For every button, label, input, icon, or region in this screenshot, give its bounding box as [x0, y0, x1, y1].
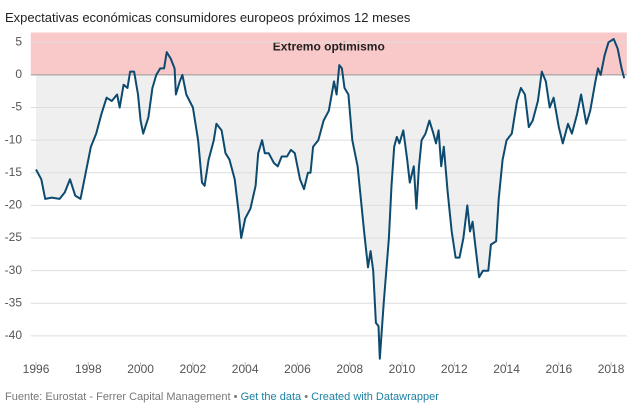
x-tick-label: 2008 — [336, 362, 363, 376]
y-tick-label: -40 — [5, 328, 23, 342]
y-tick-label: -20 — [5, 198, 23, 212]
y-tick-label: -25 — [5, 230, 23, 244]
y-tick-label: 0 — [15, 67, 22, 81]
x-tick-label: 2014 — [493, 362, 520, 376]
datawrapper-link[interactable]: Created with Datawrapper — [311, 391, 439, 403]
footer: Fuente: Eurostat - Ferrer Capital Manage… — [5, 391, 439, 403]
x-tick-label: 2002 — [180, 362, 207, 376]
chart-title: Expectativas económicas consumidores eur… — [5, 10, 411, 25]
x-tick-label: 2000 — [127, 362, 154, 376]
x-tick-label: 2016 — [545, 362, 572, 376]
y-tick-label: -5 — [11, 100, 22, 114]
separator: • — [233, 391, 238, 403]
line — [35, 38, 626, 360]
x-tick-label: 2006 — [284, 362, 311, 376]
separator: • — [304, 391, 309, 403]
x-tick-label: 2004 — [232, 362, 259, 376]
x-tick-label: 1996 — [23, 362, 50, 376]
area — [36, 39, 625, 359]
y-tick-label: 5 — [15, 34, 22, 48]
x-tick-label: 2012 — [441, 362, 468, 376]
y-tick-label: -10 — [5, 132, 23, 146]
y-tick-label: -30 — [5, 263, 23, 277]
x-tick-label: 1998 — [75, 362, 102, 376]
x-tick-label: 2010 — [389, 362, 416, 376]
y-tick-label: -15 — [5, 165, 23, 179]
band — [30, 32, 627, 75]
band-label: Extremo optimismo — [273, 40, 385, 54]
y-tick-label: -35 — [5, 295, 23, 309]
x-tick-label: 2018 — [598, 362, 625, 376]
source: Fuente: Eurostat - Ferrer Capital Manage… — [5, 391, 231, 403]
get-data-link[interactable]: Get the data — [240, 391, 302, 403]
chart: Extremo optimismo 5 0 -5 -10 -15 -20 -25 -30 -35 -… — [5, 32, 627, 376]
